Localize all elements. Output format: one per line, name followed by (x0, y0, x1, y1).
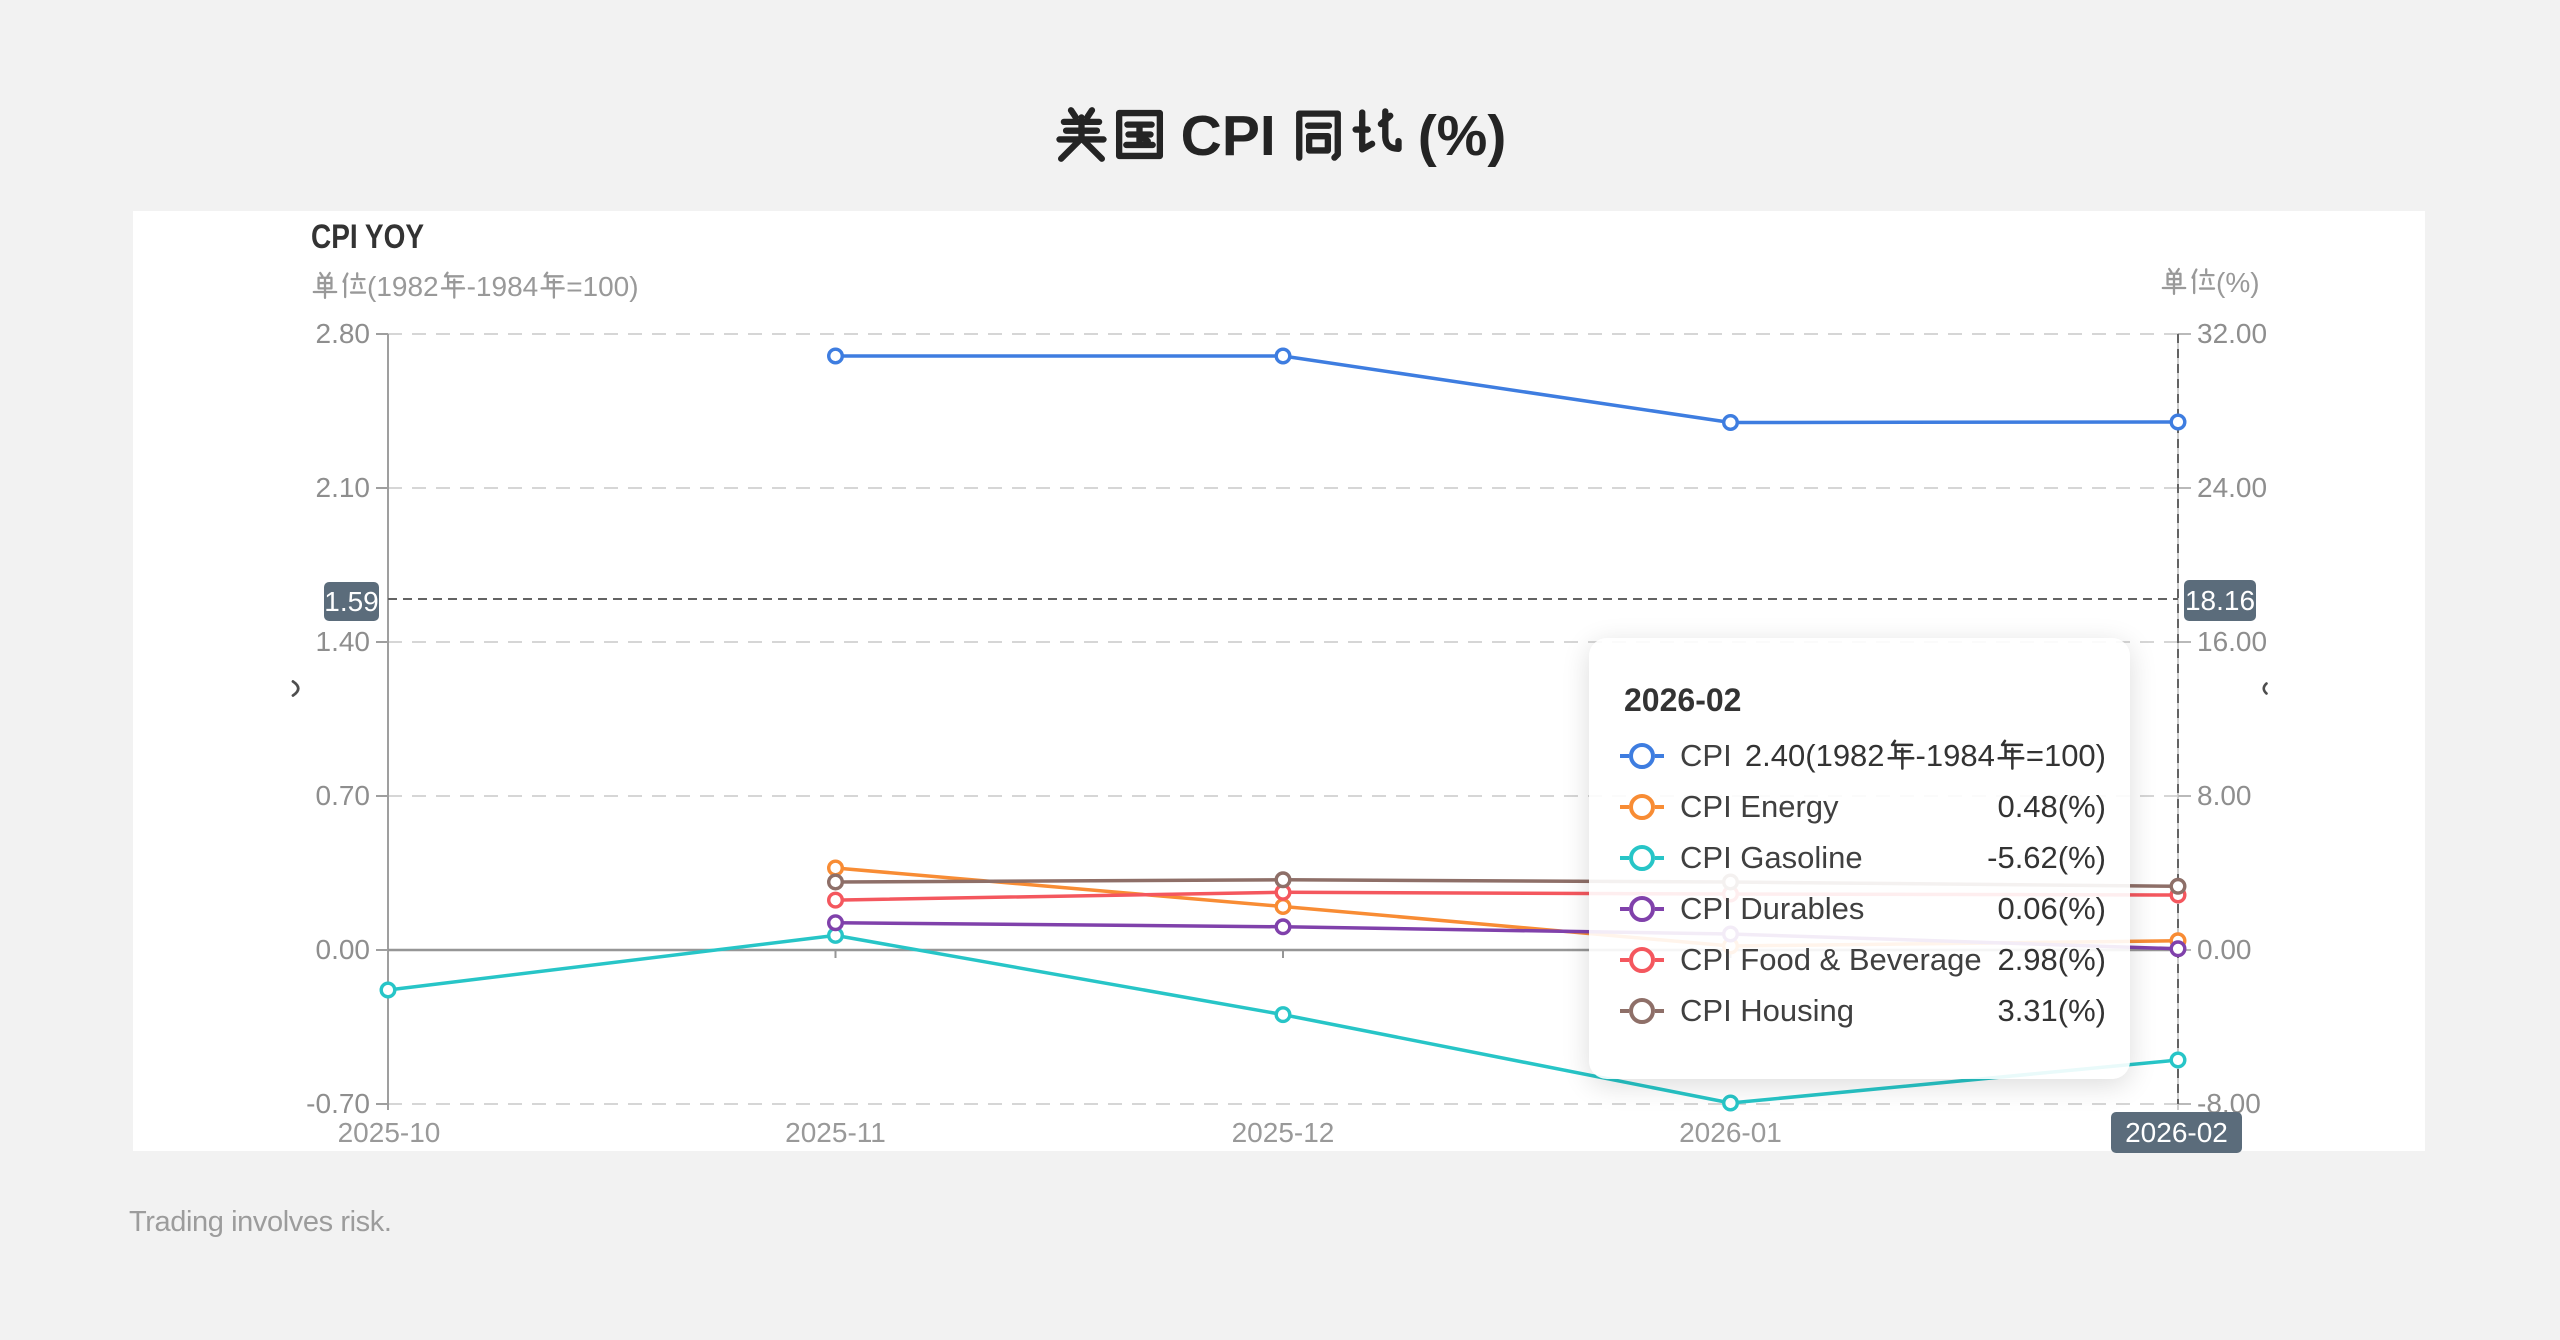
svg-text:2026-01: 2026-01 (1679, 1117, 1782, 1148)
svg-text:2025-12: 2025-12 (1232, 1117, 1335, 1148)
svg-text:32.00: 32.00 (2197, 318, 2267, 349)
svg-text:16.00: 16.00 (2197, 626, 2267, 657)
svg-text:1.59: 1.59 (324, 586, 379, 617)
svg-text:2025-11: 2025-11 (785, 1117, 886, 1148)
svg-text:2026-02: 2026-02 (2125, 1117, 2228, 1148)
svg-text:0.70: 0.70 (316, 780, 371, 811)
svg-text:(1982: (1982 (367, 271, 439, 302)
svg-text:-1984: -1984 (467, 271, 539, 302)
svg-text:24.00: 24.00 (2197, 472, 2267, 503)
svg-text:2.80: 2.80 (316, 318, 371, 349)
svg-text:2.10: 2.10 (316, 472, 371, 503)
svg-text:0.00: 0.00 (2197, 934, 2252, 965)
svg-text:0.00: 0.00 (316, 934, 371, 965)
svg-text:=100): =100) (566, 271, 638, 302)
svg-text:(%): (%) (2216, 267, 2260, 298)
svg-text:-0.70: -0.70 (306, 1088, 370, 1119)
svg-text:CPI YOY: CPI YOY (311, 218, 424, 256)
svg-text:1.40: 1.40 (316, 626, 371, 657)
svg-text:18.16: 18.16 (2185, 585, 2255, 616)
svg-text:8.00: 8.00 (2197, 780, 2252, 811)
svg-text:2025-10: 2025-10 (338, 1117, 441, 1148)
